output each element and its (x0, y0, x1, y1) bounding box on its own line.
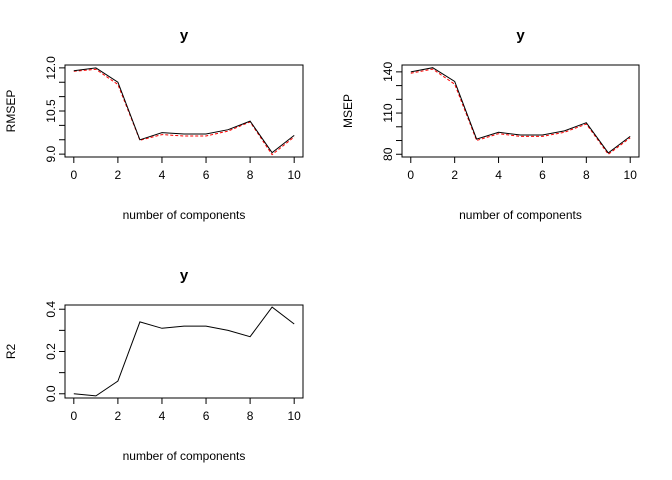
x-tick-label: 10 (288, 409, 302, 423)
plot-frame (64, 304, 304, 399)
x-tick-label: 8 (247, 409, 254, 423)
x-tick-label: 8 (583, 168, 590, 182)
y-tick-label: 110 (381, 103, 395, 122)
y-tick-label: 140 (381, 62, 395, 82)
series-line-2 (73, 68, 295, 156)
x-tick-label: 2 (115, 409, 122, 423)
series-line-1 (73, 67, 295, 154)
series-line-2 (410, 68, 631, 156)
y-tick-label: 12.0 (44, 56, 58, 80)
series-line-1 (410, 67, 631, 154)
y-axis-label: RMSEP (4, 90, 18, 133)
x-tick-label: 8 (247, 168, 254, 182)
x-tick-label: 6 (203, 168, 210, 182)
chart-3: y 0 2 4 6 8 10 0.0 0.2 0.4 number of components R2 (4, 267, 304, 463)
chart-title: y (516, 27, 525, 44)
y-tick-label: 10.5 (44, 99, 58, 123)
series-line-1 (73, 306, 295, 397)
plot-frame (401, 64, 640, 158)
x-tick-label: 2 (115, 168, 122, 182)
plot-frame (64, 64, 304, 158)
x-tick-label: 6 (539, 168, 546, 182)
x-axis-label: number of components (123, 449, 246, 463)
y-tick-label: 0.4 (44, 301, 58, 318)
x-tick-label: 6 (203, 409, 210, 423)
x-tick-label: 4 (495, 168, 502, 182)
x-tick-label: 2 (451, 168, 458, 182)
y-tick-label: 80 (381, 147, 395, 161)
x-tick-label: 0 (70, 409, 77, 423)
x-tick-label: 10 (624, 168, 638, 182)
y-tick-label: 0.2 (44, 343, 58, 360)
y-tick-label: 0.0 (44, 385, 58, 402)
y-axis-label: R2 (4, 344, 18, 360)
x-tick-label: 4 (159, 168, 166, 182)
chart-title: y (180, 267, 189, 284)
x-tick-label: 10 (288, 168, 302, 182)
x-tick-label: 0 (407, 168, 414, 182)
y-tick-label: 9.0 (44, 145, 58, 162)
chart-2: y 0 2 4 6 8 10 80 110 140 number of components MSEP (341, 27, 640, 222)
x-tick-label: 0 (70, 168, 77, 182)
x-axis-label: number of components (459, 208, 582, 222)
x-axis-label: number of components (123, 208, 246, 222)
chart-title: y (180, 27, 189, 44)
chart-1: y 0 2 4 6 8 10 9.0 10.5 12.0 number of components R… (4, 27, 304, 222)
y-axis-label: MSEP (341, 94, 355, 128)
x-tick-label: 4 (159, 409, 166, 423)
